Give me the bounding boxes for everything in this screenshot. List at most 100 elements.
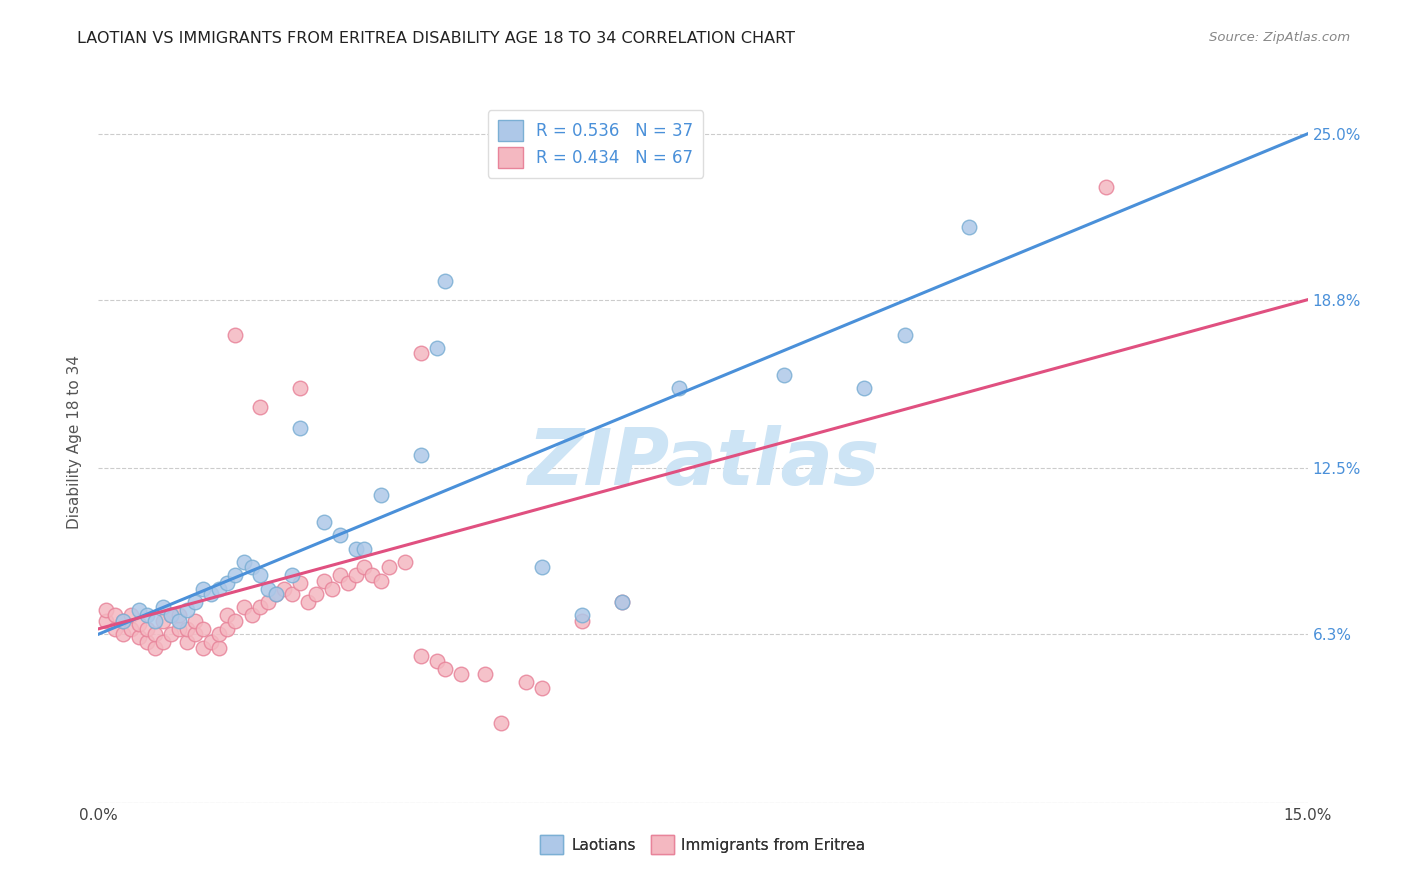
Point — [217, 576, 239, 591]
Point — [288, 421, 311, 435]
Point — [361, 568, 384, 582]
Point — [232, 555, 254, 569]
Point — [176, 603, 198, 617]
Point — [426, 341, 449, 355]
Point — [96, 614, 118, 628]
Point — [530, 560, 553, 574]
Point — [321, 582, 343, 596]
Point — [370, 574, 392, 588]
Point — [224, 614, 246, 628]
Point — [409, 648, 432, 663]
Point — [409, 448, 432, 462]
Point — [249, 400, 271, 414]
Y-axis label: Disability Age 18 to 34: Disability Age 18 to 34 — [67, 354, 83, 529]
Point — [224, 568, 246, 582]
Point — [337, 576, 360, 591]
Point — [273, 582, 295, 596]
Point — [184, 614, 207, 628]
Point — [249, 600, 271, 615]
Text: ZIPatlas: ZIPatlas — [527, 425, 879, 501]
Point — [434, 274, 457, 288]
Point — [128, 603, 150, 617]
Point — [370, 488, 392, 502]
Point — [111, 627, 134, 641]
Point — [184, 627, 207, 641]
Point — [200, 635, 222, 649]
Point — [152, 614, 174, 628]
Point — [288, 576, 311, 591]
Point — [329, 528, 352, 542]
Point — [772, 368, 794, 382]
Point — [353, 560, 375, 574]
Point — [515, 675, 537, 690]
Point — [193, 640, 215, 655]
Point — [853, 381, 876, 395]
Point — [167, 622, 190, 636]
Point — [208, 627, 231, 641]
Point — [111, 614, 134, 628]
Point — [474, 667, 496, 681]
Point — [305, 587, 328, 601]
Point — [184, 595, 207, 609]
Point — [281, 587, 304, 601]
Point — [491, 715, 513, 730]
Point — [217, 622, 239, 636]
Point — [434, 662, 457, 676]
Point — [152, 635, 174, 649]
Point — [409, 346, 432, 360]
Point — [193, 582, 215, 596]
Point — [450, 667, 472, 681]
Point — [200, 587, 222, 601]
Point — [957, 220, 980, 235]
Point — [224, 327, 246, 342]
Point — [176, 635, 198, 649]
Point — [1095, 180, 1118, 194]
Point — [353, 541, 375, 556]
Point — [426, 654, 449, 668]
Point — [160, 608, 183, 623]
Point — [232, 600, 254, 615]
Point — [143, 627, 166, 641]
Legend: Laotians, Immigrants from Eritrea: Laotians, Immigrants from Eritrea — [534, 830, 872, 860]
Point — [135, 635, 157, 649]
Point — [264, 587, 287, 601]
Point — [344, 568, 367, 582]
Point — [208, 640, 231, 655]
Point — [96, 603, 118, 617]
Text: Source: ZipAtlas.com: Source: ZipAtlas.com — [1209, 31, 1350, 45]
Point — [135, 608, 157, 623]
Point — [297, 595, 319, 609]
Point — [612, 595, 634, 609]
Point — [128, 630, 150, 644]
Point — [288, 381, 311, 395]
Point — [256, 582, 278, 596]
Point — [281, 568, 304, 582]
Point — [314, 574, 336, 588]
Point — [240, 560, 263, 574]
Point — [128, 616, 150, 631]
Point — [176, 622, 198, 636]
Point — [377, 560, 399, 574]
Point — [103, 608, 125, 623]
Point — [668, 381, 690, 395]
Point — [264, 587, 287, 601]
Point — [208, 582, 231, 596]
Point — [103, 622, 125, 636]
Point — [571, 614, 593, 628]
Point — [193, 622, 215, 636]
Point — [167, 608, 190, 623]
Point — [111, 614, 134, 628]
Point — [571, 608, 593, 623]
Point — [612, 595, 634, 609]
Point — [893, 327, 915, 342]
Point — [329, 568, 352, 582]
Point — [160, 627, 183, 641]
Point — [394, 555, 416, 569]
Point — [143, 640, 166, 655]
Point — [314, 515, 336, 529]
Point — [152, 600, 174, 615]
Text: LAOTIAN VS IMMIGRANTS FROM ERITREA DISABILITY AGE 18 TO 34 CORRELATION CHART: LAOTIAN VS IMMIGRANTS FROM ERITREA DISAB… — [77, 31, 796, 46]
Point — [167, 614, 190, 628]
Point — [143, 614, 166, 628]
Point — [160, 608, 183, 623]
